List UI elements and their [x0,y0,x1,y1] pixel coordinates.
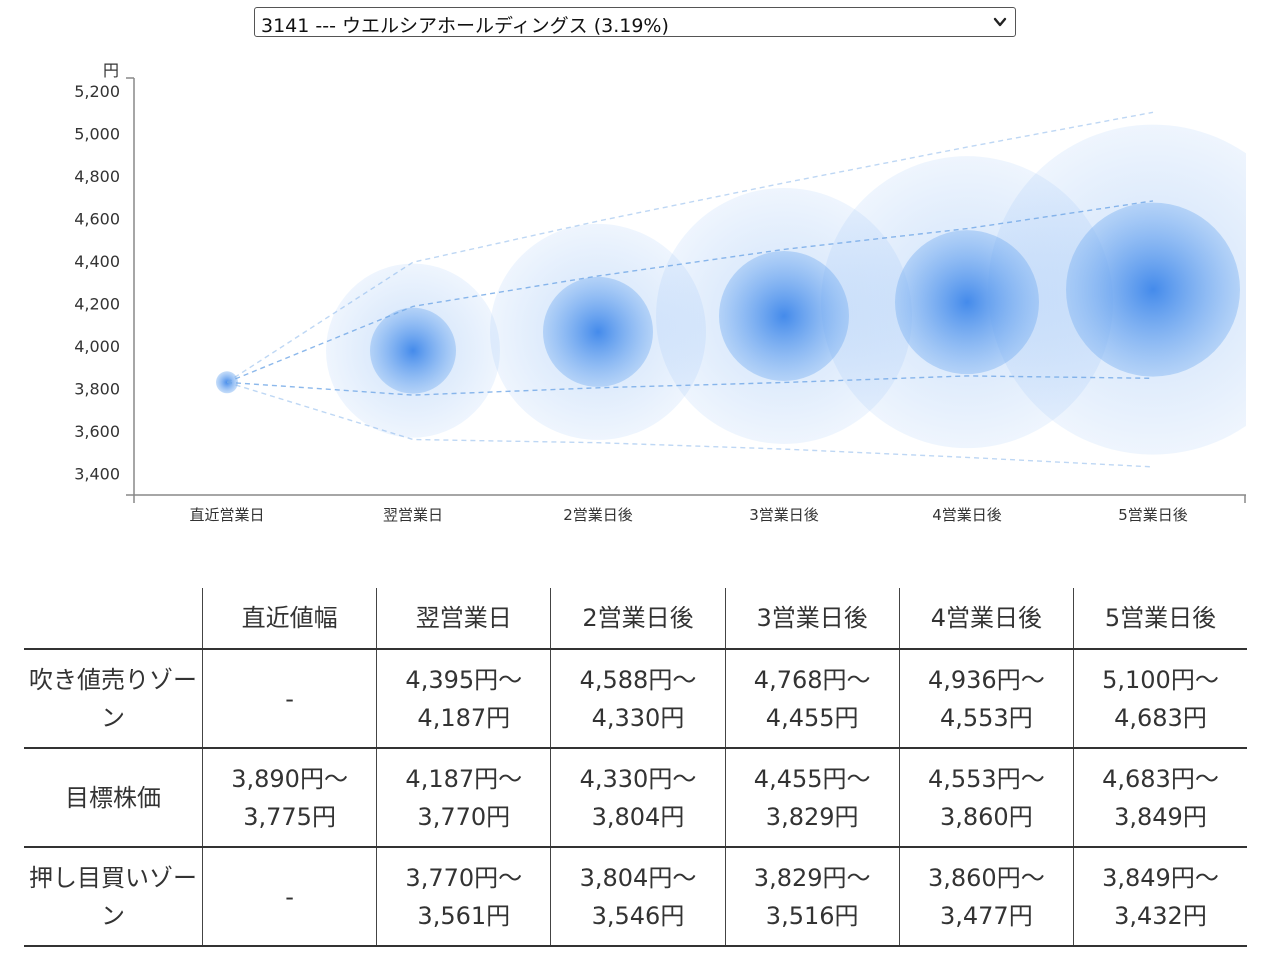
price-range-cell: 3,804円〜 3,546円 [550,847,726,947]
price-range-cell: 4,553円〜 3,860円 [898,748,1074,848]
x-tick-label: 4営業日後 [932,506,1002,524]
range-bubble-inner [719,250,849,381]
forecast-table: 直近値幅 翌営業日 2営業日後 3営業日後 4営業日後 5営業日後 吹き値売りゾーン - 4,… [24,588,1247,947]
table-header-cell: 5営業日後 [1072,588,1247,650]
forecast-line [226,375,1154,396]
price-line: 4,683円〜 [1102,764,1219,793]
y-tick-label: 4,600 [74,210,120,229]
price-line: 4,455円〜 [753,764,871,793]
price-range-cell: 4,936円〜 4,553円 [898,649,1074,749]
range-bubble-inner [543,276,653,387]
price-line: 4,330円 [591,703,685,732]
x-tick-label: 2営業日後 [563,506,633,524]
price-line: 3,890円〜 [231,764,348,793]
y-tick-label: 5,200 [74,82,120,101]
price-line: 3,432円 [1114,901,1207,930]
price-range-cell: - [201,649,377,749]
price-line: 3,829円 [765,802,859,831]
price-range-cell: 3,890円〜 3,775円 [201,748,377,848]
price-range-cell: 5,100円〜 4,683円 [1072,649,1247,749]
price-line: 3,860円 [939,802,1033,831]
price-line: 3,860円〜 [927,863,1045,892]
price-range-cell: 4,395円〜 4,187円 [376,649,551,749]
price-line: 4,768円〜 [753,665,871,694]
chevron-down-icon [993,17,1007,27]
price-line: 3,546円 [591,901,685,930]
table-row: 目標株価 3,890円〜 3,775円 4,187円〜 3,770円 4,330円〜 3,8… [24,748,1247,848]
price-line: 3,477円 [939,901,1033,930]
y-tick-label: 3,400 [74,465,120,484]
table-row: 押し目買いゾーン - 3,770円〜 3,561円 3,804円〜 3,546円 3,829… [24,847,1247,947]
price-range-cell: 4,187円〜 3,770円 [376,748,551,848]
y-tick-label: 5,000 [74,125,120,144]
price-line: 4,936円〜 [927,665,1045,694]
price-line: 4,187円 [417,703,511,732]
price-line: 3,770円 [417,802,511,831]
row-label: 目標株価 [24,748,203,848]
y-tick-label: 4,400 [74,252,120,271]
price-range-cell: 4,330円〜 3,804円 [550,748,726,848]
price-line: 4,683円 [1114,703,1207,732]
price-range-cell: 4,683円〜 3,849円 [1072,748,1247,848]
price-line: 3,561円 [417,901,511,930]
forecast-line [226,381,1154,468]
row-label: 吹き値売りゾーン [24,649,203,749]
price-line: 3,849円〜 [1102,863,1219,892]
price-line: 4,455円 [765,703,859,732]
table-header-cell: 2営業日後 [550,588,726,650]
price-line: 4,553円〜 [927,764,1045,793]
table-header-row: 直近値幅 翌営業日 2営業日後 3営業日後 4営業日後 5営業日後 [24,588,1247,650]
price-line: 3,516円 [765,901,859,930]
price-line: 3,804円〜 [579,863,697,892]
price-line: - [285,882,294,911]
x-tick-label: 5営業日後 [1118,506,1188,524]
y-tick-label: 4,800 [74,167,120,186]
stock-select[interactable]: 3141 --- ウエルシアホールディングス (3.19%) [254,7,1016,37]
table-header-cell [24,588,203,650]
row-label: 押し目買いゾーン [24,847,203,947]
table-header-cell: 直近値幅 [201,588,377,650]
price-line: - [285,684,294,713]
y-tick-label: 3,800 [74,380,120,399]
price-line: 3,770円〜 [405,863,523,892]
price-range-cell: 3,829円〜 3,516円 [724,847,900,947]
y-tick-label: 4,000 [74,337,120,356]
table-row: 吹き値売りゾーン - 4,395円〜 4,187円 4,588円〜 4,330円 4,768… [24,649,1247,749]
table-header-cell: 4営業日後 [898,588,1074,650]
x-tick-label: 直近営業日 [189,506,264,524]
y-tick-label: 4,200 [74,295,120,314]
x-tick-label: 3営業日後 [749,506,819,524]
y-tick-label: 3,600 [74,422,120,441]
price-range-cell: 4,768円〜 4,455円 [724,649,900,749]
price-range-cell: 4,455円〜 3,829円 [724,748,900,848]
price-line: 3,804円 [591,802,685,831]
price-line: 5,100円〜 [1102,665,1219,694]
price-line: 4,553円 [939,703,1033,732]
stock-select-value: 3141 --- ウエルシアホールディングス (3.19%) [261,15,669,37]
price-line: 3,849円 [1114,802,1207,831]
price-line: 3,775円 [243,802,336,831]
price-line: 4,330円〜 [579,764,697,793]
y-axis-unit: 円 [103,61,119,80]
price-line: 3,829円〜 [753,863,871,892]
table-header-cell: 翌営業日 [376,588,551,650]
price-line: 4,588円〜 [579,665,697,694]
price-range-cell: 3,770円〜 3,561円 [376,847,551,947]
price-range-cell: 3,849円〜 3,432円 [1072,847,1247,947]
table-header-cell: 3営業日後 [724,588,900,650]
range-bubble-inner [1066,202,1240,377]
price-line: 4,187円〜 [405,764,523,793]
forecast-chart: 3,400 3,600 3,800 4,000 4,200 4,400 4,600 4,800… [74,61,1246,524]
price-range-cell: 4,588円〜 4,330円 [550,649,726,749]
x-tick-label: 翌営業日 [383,506,443,524]
range-bubble-inner [370,307,456,394]
price-range-cell: - [201,847,377,947]
forecast-line [226,111,1154,383]
price-range-cell: 3,860円〜 3,477円 [898,847,1074,947]
price-line: 4,395円〜 [405,665,523,694]
